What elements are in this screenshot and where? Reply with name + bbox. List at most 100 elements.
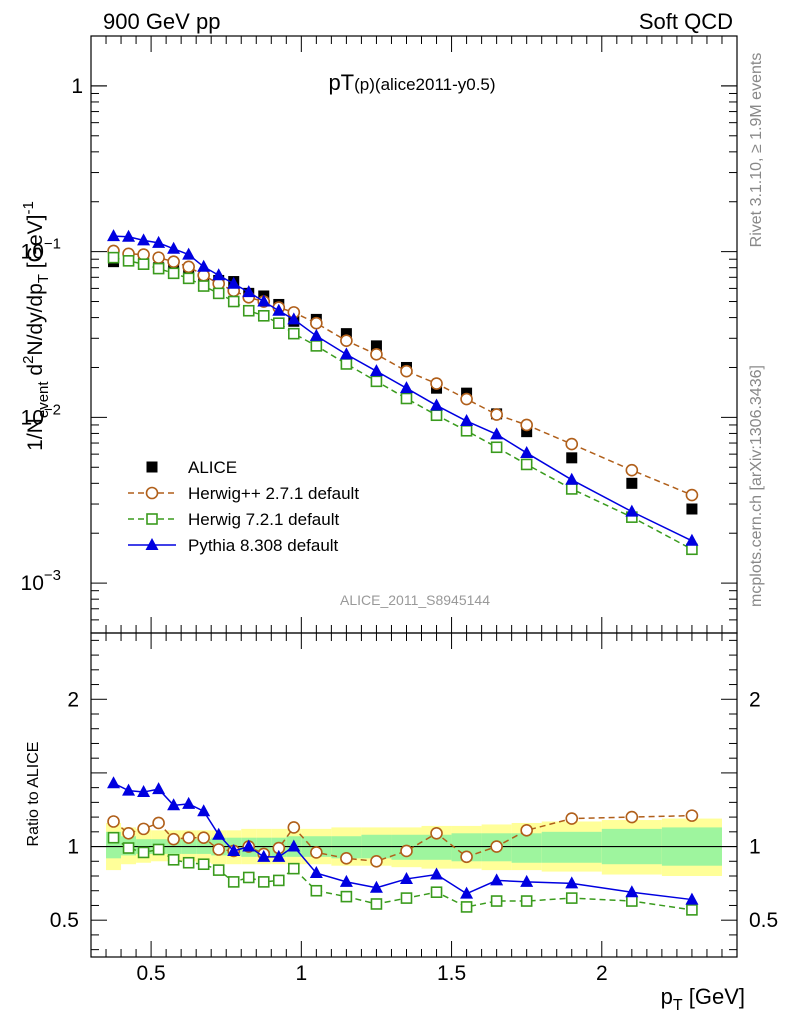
ratio-data-point <box>107 776 121 789</box>
data-point <box>182 260 195 274</box>
data-point <box>137 233 151 246</box>
data-point <box>152 235 166 248</box>
data-point <box>490 441 503 454</box>
ratio-data-point <box>370 898 383 910</box>
ratio-data-point <box>227 876 240 888</box>
ratio-data-point <box>257 849 271 862</box>
ratio-data-point <box>152 782 166 795</box>
ratio-data-point <box>460 850 473 864</box>
ratio-y-tick-label: 0.5 <box>50 909 79 932</box>
data-point <box>520 418 533 432</box>
plot-title: pT(p)(alice2011-y0.5) <box>328 70 495 95</box>
ratio-data-point <box>287 839 301 852</box>
ratio-data-point <box>520 824 533 837</box>
legend-marker <box>146 461 158 473</box>
data-point <box>197 259 211 272</box>
x-tick-label: 2 <box>596 962 608 985</box>
ratio-data-point <box>167 832 180 846</box>
data-point <box>430 409 443 422</box>
data-point <box>309 328 323 341</box>
data-point <box>460 392 473 406</box>
y-axis-title: 1/Nevent d2N/dy/dpT [GeV]-1 <box>20 201 52 451</box>
ratio-data-point <box>430 867 444 880</box>
data-point <box>625 504 639 517</box>
data-point <box>257 294 271 307</box>
data-point <box>182 247 196 260</box>
stat-uncertainty-band <box>511 833 542 863</box>
data-point <box>182 272 195 285</box>
ratio-data-point <box>257 876 270 888</box>
data-point <box>521 426 533 438</box>
ratio-series-pythia-8-308-default <box>107 776 699 905</box>
ratio-data-point <box>272 849 286 862</box>
mcplots-label: mcplots.cern.ch [arXiv:1306.3436] <box>748 365 765 607</box>
ratio-data-point <box>686 904 698 916</box>
data-point <box>460 414 474 427</box>
data-point <box>460 424 473 437</box>
legend-marker <box>145 538 159 550</box>
data-point <box>272 303 286 316</box>
ratio-data-point <box>625 810 639 824</box>
process-label: Soft QCD <box>639 9 733 34</box>
data-point <box>167 241 181 254</box>
legend-item: Herwig++ 2.7.1 default <box>128 484 359 503</box>
ratio-data-point <box>490 873 504 886</box>
data-point <box>430 398 444 411</box>
ratio-data-point <box>152 816 165 830</box>
ratio-data-point <box>340 852 353 865</box>
data-point <box>340 358 353 370</box>
title-sub: (p) <box>354 75 375 94</box>
ratio-data-point <box>288 862 300 875</box>
ratio-data-point <box>242 871 255 884</box>
ratio-data-point <box>400 844 413 858</box>
ratio-data-point <box>167 853 180 866</box>
ratio-y-tick-label-right: 2 <box>749 688 761 711</box>
ratio-y-axis-title: Ratio to ALICE <box>25 742 42 847</box>
data-point <box>686 503 698 515</box>
series-herwig-7-2-1-default <box>107 251 698 556</box>
ratio-y-tick-label-right: 1 <box>749 836 761 859</box>
ratio-data-point <box>340 890 353 903</box>
ratio-data-point <box>685 809 699 822</box>
y-tick-label: 10−1 <box>21 236 61 264</box>
data-point <box>107 229 121 242</box>
data-point <box>339 347 353 360</box>
y-tick-label: 10−2 <box>21 401 61 429</box>
data-point <box>685 533 699 546</box>
ratio-data-point <box>182 831 195 845</box>
data-point <box>152 251 165 264</box>
legend-label: Pythia 8.308 default <box>188 536 339 555</box>
ratio-data-point <box>565 812 579 825</box>
data-point <box>212 268 226 281</box>
data-point <box>369 364 383 377</box>
ratio-y-tick-label: 2 <box>67 688 79 711</box>
ratio-data-point <box>182 856 195 869</box>
ratio-data-point <box>272 874 285 887</box>
data-point <box>310 340 323 352</box>
series-pythia-8-308-default <box>107 229 699 546</box>
main-plot-panel: 1 10−1 10−2 10−3 <box>21 35 738 634</box>
stat-uncertainty-band <box>541 831 602 863</box>
ratio-data-point <box>460 901 473 913</box>
stat-uncertainty-band <box>331 836 362 859</box>
x-tick-label: 0.5 <box>136 962 165 985</box>
ratio-data-point <box>430 826 443 840</box>
data-point <box>288 327 300 340</box>
title-extra: (alice2011-y0.5) <box>375 75 496 94</box>
data-point <box>257 310 270 322</box>
ratio-data-point <box>137 785 151 798</box>
legend-marker <box>145 486 159 500</box>
data-point <box>625 463 639 477</box>
ratio-data-point <box>167 798 181 811</box>
ratio-data-point <box>460 886 474 899</box>
ratio-data-point <box>625 885 639 898</box>
data-point <box>287 312 301 325</box>
data-point <box>167 267 180 280</box>
data-point <box>310 316 323 330</box>
ratio-data-point <box>520 895 533 907</box>
ratio-series-herwig-7-2-1-default <box>107 831 698 916</box>
ratio-data-point <box>197 858 210 871</box>
legend-label: Herwig++ 2.7.1 default <box>188 484 359 503</box>
title-main: pT <box>328 70 354 95</box>
